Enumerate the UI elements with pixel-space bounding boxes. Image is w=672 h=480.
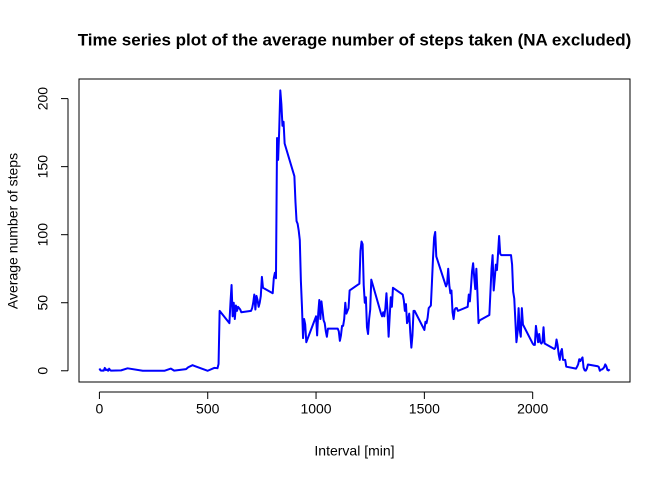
x-tick-label: 0 xyxy=(96,401,104,417)
y-tick-label: 0 xyxy=(35,367,51,375)
y-axis-label: Average number of steps xyxy=(5,153,21,309)
x-tick-label: 500 xyxy=(196,401,220,417)
x-tick-label: 1500 xyxy=(409,401,440,417)
x-tick-label: 1000 xyxy=(300,401,331,417)
y-tick-label: 200 xyxy=(35,87,51,111)
data-line xyxy=(98,89,611,372)
y-tick-label: 150 xyxy=(35,155,51,179)
y-tick-label: 50 xyxy=(35,295,51,311)
x-axis-label: Interval [min] xyxy=(314,443,394,459)
x-tick-label: 2000 xyxy=(517,401,548,417)
y-tick-label: 100 xyxy=(35,223,51,247)
plot-box xyxy=(78,78,631,383)
chart-title: Time series plot of the average number o… xyxy=(78,30,632,49)
